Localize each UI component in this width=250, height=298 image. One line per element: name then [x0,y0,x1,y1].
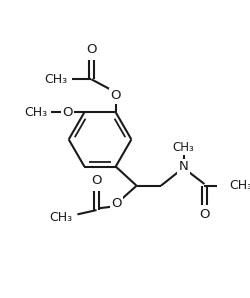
Text: O: O [86,43,97,56]
Text: O: O [62,106,73,119]
Text: O: O [199,208,210,221]
Text: O: O [110,89,121,102]
Text: CH₃: CH₃ [25,106,48,119]
Text: CH₃: CH₃ [49,210,72,224]
Text: N: N [179,160,188,173]
Text: CH₃: CH₃ [173,141,195,154]
Text: O: O [111,198,122,210]
Text: CH₃: CH₃ [44,73,67,86]
Text: O: O [91,174,102,187]
Text: CH₃: CH₃ [229,179,250,192]
